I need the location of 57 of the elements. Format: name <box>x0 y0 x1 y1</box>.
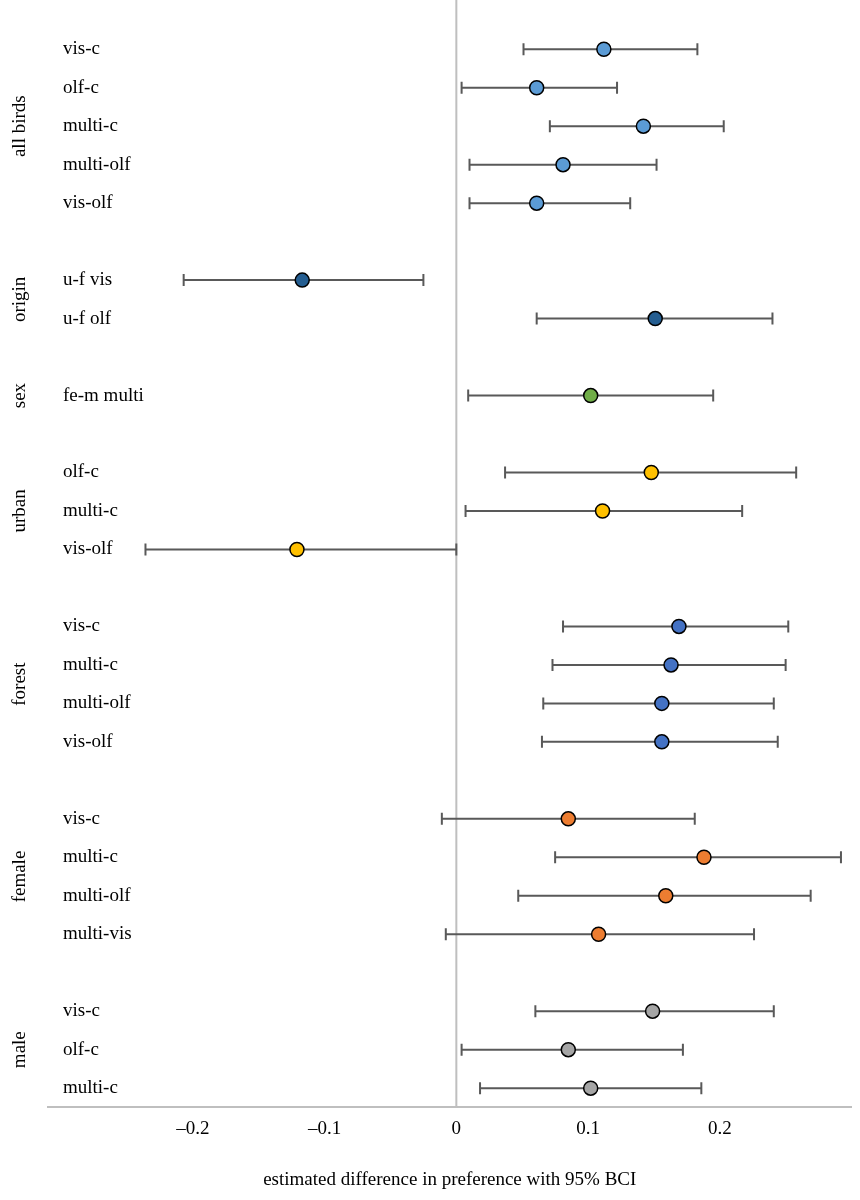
y-tick-label: multi-c <box>63 1076 118 1098</box>
y-tick-label: multi-c <box>63 114 118 136</box>
point <box>654 695 670 712</box>
y-tick-label: multi-c <box>63 845 118 867</box>
point <box>294 272 310 288</box>
point <box>582 1080 599 1096</box>
y-tick-label: multi-vis <box>63 922 132 944</box>
point <box>560 1041 577 1058</box>
y-tick-label: u-f olf <box>63 306 112 328</box>
point <box>528 195 545 211</box>
y-tick-label: u-f vis <box>63 268 113 290</box>
point <box>590 926 607 942</box>
x-tick-label: –0.1 <box>306 1116 342 1138</box>
y-tick-label: multi-olf <box>63 152 132 174</box>
point <box>560 811 577 827</box>
point <box>663 657 679 673</box>
y-tick-label: multi-c <box>63 498 118 520</box>
y-tick-label: vis-c <box>63 999 100 1021</box>
y-tick-label: vis-olf <box>63 191 114 213</box>
y-tick-label: multi-olf <box>63 691 132 713</box>
y-tick-label: olf-c <box>63 460 99 482</box>
x-tick-label: 0.2 <box>707 1116 732 1138</box>
point <box>289 541 305 558</box>
text: origin <box>7 276 29 323</box>
y-tick-label: vis-c <box>63 37 100 59</box>
text: female <box>7 850 29 903</box>
point <box>643 464 660 481</box>
text: urban <box>7 488 29 533</box>
point <box>696 849 712 866</box>
point <box>596 41 612 57</box>
point <box>647 310 663 327</box>
point <box>528 79 545 96</box>
text: all birds <box>7 95 29 158</box>
y-tick-label: multi-c <box>63 652 118 674</box>
point <box>671 618 687 635</box>
y-tick-label: vis-olf <box>63 537 114 559</box>
text: sex <box>7 382 29 409</box>
point <box>644 1003 661 1019</box>
point <box>582 387 599 404</box>
point <box>658 888 674 904</box>
y-tick-label: fe-m multi <box>63 383 144 405</box>
x-tick-label: 0.1 <box>576 1116 600 1138</box>
y-tick-label: vis-c <box>63 806 100 828</box>
point <box>635 118 652 134</box>
text: male <box>7 1031 29 1069</box>
y-tick-label: vis-c <box>63 614 100 636</box>
y-tick-label: multi-olf <box>63 883 132 905</box>
x-tick-label: 0 <box>451 1116 462 1138</box>
text: forest <box>7 661 29 706</box>
x-axis-title: estimated difference in preference with 95% BCI <box>263 1167 637 1189</box>
y-tick-label: olf-c <box>63 1037 99 1059</box>
point <box>654 734 670 750</box>
y-tick-label: olf-c <box>63 75 99 97</box>
x-tick-label: –0.2 <box>175 1116 210 1138</box>
y-tick-label: vis-olf <box>63 729 114 751</box>
point <box>555 156 571 173</box>
point <box>594 503 611 519</box>
